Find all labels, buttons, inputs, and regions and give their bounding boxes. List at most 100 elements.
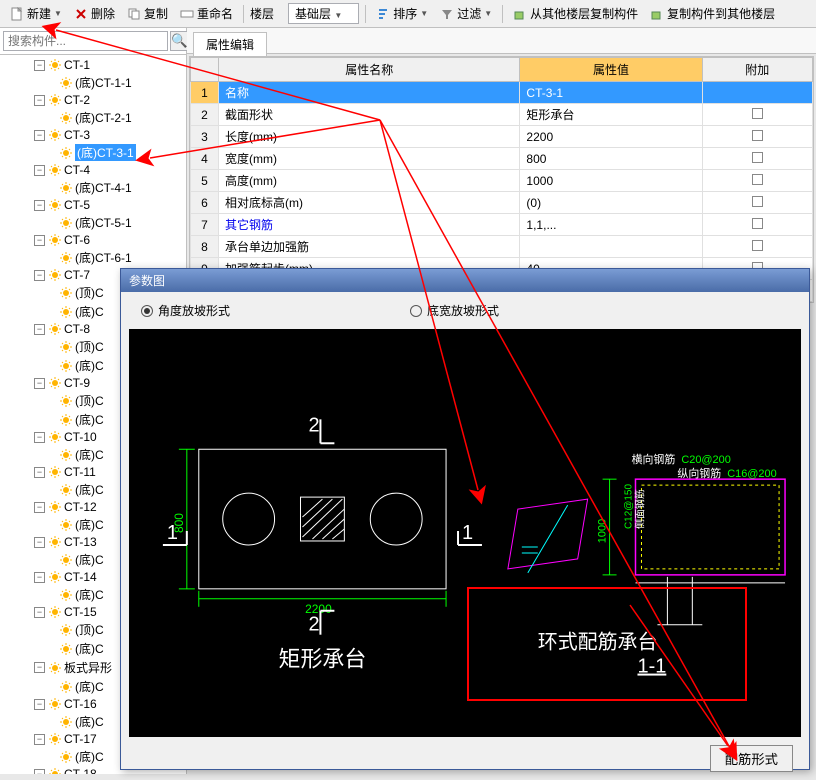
svg-text:C20@200: C20@200 (681, 454, 731, 466)
floor-select[interactable]: 基础层 ▼ (288, 3, 359, 24)
tree-item-child[interactable]: (底)CT-6-1 (0, 248, 186, 267)
collapse-icon[interactable]: − (34, 769, 45, 775)
separator (365, 5, 366, 23)
tree-item[interactable]: −CT-3 (0, 127, 186, 143)
tree-item[interactable]: −CT-4 (0, 162, 186, 178)
prop-extra[interactable] (702, 148, 812, 170)
collapse-icon[interactable]: − (34, 165, 45, 176)
grid-row[interactable]: 2截面形状矩形承台 (191, 104, 813, 126)
prop-extra[interactable] (702, 126, 812, 148)
tree-label: (底)CT-1-1 (75, 74, 132, 91)
prop-extra[interactable] (702, 214, 812, 236)
diagram-canvas: 2200 800 1 1 2 2 矩形承台 (129, 329, 801, 737)
collapse-icon[interactable]: − (34, 607, 45, 618)
tree-label: (底)C (75, 748, 104, 765)
collapse-icon[interactable]: − (34, 378, 45, 389)
prop-name: 长度(mm) (219, 126, 520, 148)
collapse-icon[interactable]: − (34, 502, 45, 513)
radio-width-slope[interactable]: 底宽放坡形式 (410, 302, 499, 319)
collapse-icon[interactable]: − (34, 734, 45, 745)
collapse-icon[interactable]: − (34, 200, 45, 211)
prop-extra[interactable] (702, 192, 812, 214)
tree-label: (底)CT-3-1 (75, 144, 136, 161)
copy-to-button[interactable]: 复制构件到其他楼层 (646, 3, 779, 24)
tree-item-child[interactable]: (底)CT-3-1 (0, 143, 186, 162)
prop-value[interactable]: 800 (520, 148, 702, 170)
tree-item[interactable]: −CT-5 (0, 197, 186, 213)
prop-extra[interactable] (702, 82, 812, 104)
grid-row[interactable]: 3长度(mm)2200 (191, 126, 813, 148)
copy-from-button[interactable]: 从其他楼层复制构件 (509, 3, 642, 24)
collapse-icon[interactable]: − (34, 537, 45, 548)
collapse-icon[interactable]: − (34, 662, 45, 673)
tab-property-edit[interactable]: 属性编辑 (193, 32, 267, 56)
svg-text:2: 2 (308, 614, 319, 636)
tree-label: (顶)C (75, 621, 104, 638)
prop-value[interactable]: 2200 (520, 126, 702, 148)
svg-text:C12@150: C12@150 (624, 484, 635, 529)
collapse-icon[interactable]: − (34, 324, 45, 335)
grid-row[interactable]: 1名称CT-3-1 (191, 82, 813, 104)
sun-icon (60, 751, 72, 763)
sun-icon (49, 377, 61, 389)
prop-value[interactable]: (0) (520, 192, 702, 214)
dropdown-icon: ▼ (54, 9, 62, 18)
sun-icon (60, 341, 72, 353)
svg-text:C16@200: C16@200 (727, 468, 777, 480)
prop-value[interactable]: 矩形承台 (520, 104, 702, 126)
rename-button[interactable]: 重命名 (176, 3, 237, 24)
tree-label: CT-7 (64, 268, 90, 282)
grid-row[interactable]: 5高度(mm)1000 (191, 170, 813, 192)
tree-label: (底)C (75, 357, 104, 374)
delete-button[interactable]: 删除 (70, 3, 119, 24)
radio-label: 底宽放坡形式 (427, 302, 499, 319)
collapse-icon[interactable]: − (34, 130, 45, 141)
tree-label: (底)C (75, 713, 104, 730)
tree-item[interactable]: −CT-6 (0, 232, 186, 248)
tree-label: (底)C (75, 446, 104, 463)
prop-value[interactable]: CT-3-1 (520, 82, 702, 104)
search-button[interactable]: 🔍 (170, 31, 189, 51)
collapse-icon[interactable]: − (34, 699, 45, 710)
collapse-icon[interactable]: − (34, 572, 45, 583)
collapse-icon[interactable]: − (34, 432, 45, 443)
sun-icon (60, 624, 72, 636)
sun-icon (60, 554, 72, 566)
tree-item[interactable]: −CT-1 (0, 57, 186, 73)
tree-item-child[interactable]: (底)CT-2-1 (0, 108, 186, 127)
grid-row[interactable]: 6相对底标高(m)(0) (191, 192, 813, 214)
tree-item-child[interactable]: (底)CT-4-1 (0, 178, 186, 197)
radio-angle-slope[interactable]: 角度放坡形式 (141, 302, 230, 319)
sun-icon (49, 94, 61, 106)
search-input[interactable] (3, 31, 168, 51)
sun-icon (60, 519, 72, 531)
collapse-icon[interactable]: − (34, 95, 45, 106)
copy-button[interactable]: 复制 (123, 3, 172, 24)
prop-extra[interactable] (702, 104, 812, 126)
tree-label: (顶)C (75, 284, 104, 301)
grid-row[interactable]: 4宽度(mm)800 (191, 148, 813, 170)
tree-label: (底)C (75, 481, 104, 498)
collapse-icon[interactable]: − (34, 60, 45, 71)
rebar-form-button[interactable]: 配筋形式 (710, 745, 793, 772)
tree-label: CT-11 (64, 465, 96, 479)
tree-label: (底)C (75, 303, 104, 320)
tree-item-child[interactable]: (底)CT-1-1 (0, 73, 186, 92)
prop-value[interactable]: 1,1,... (520, 214, 702, 236)
collapse-icon[interactable]: − (34, 467, 45, 478)
collapse-icon[interactable]: − (34, 235, 45, 246)
tree-item-child[interactable]: (底)CT-5-1 (0, 213, 186, 232)
prop-extra[interactable] (702, 236, 812, 258)
prop-value[interactable] (520, 236, 702, 258)
sun-icon (49, 466, 61, 478)
grid-row[interactable]: 7其它钢筋1,1,... (191, 214, 813, 236)
grid-row[interactable]: 8承台单边加强筋 (191, 236, 813, 258)
prop-extra[interactable] (702, 170, 812, 192)
tree-item[interactable]: −CT-2 (0, 92, 186, 108)
new-button[interactable]: 新建 ▼ (6, 3, 66, 24)
sort-button[interactable]: 排序 ▼ (372, 3, 432, 24)
new-label: 新建 (27, 5, 51, 22)
filter-button[interactable]: 过滤 ▼ (436, 3, 496, 24)
collapse-icon[interactable]: − (34, 270, 45, 281)
prop-value[interactable]: 1000 (520, 170, 702, 192)
